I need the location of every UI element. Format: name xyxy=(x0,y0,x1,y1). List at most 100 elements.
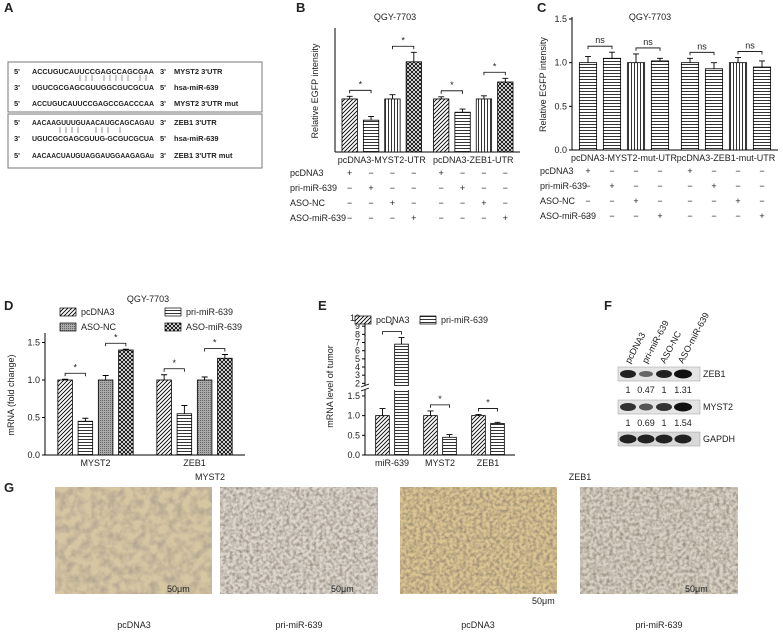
significance-bracket xyxy=(737,51,763,55)
treatment-sign: − xyxy=(687,181,692,191)
treatment-sign: − xyxy=(368,198,373,208)
band xyxy=(656,370,672,378)
treatment-sign: + xyxy=(460,183,465,193)
treatment-sign: − xyxy=(411,198,416,208)
treatment-sign: − xyxy=(503,168,508,178)
image-title: MYST2 xyxy=(195,472,225,482)
legend-swatch xyxy=(59,322,77,332)
treatment-sign: − xyxy=(481,213,486,223)
treatment-sign: − xyxy=(687,211,692,221)
treatment-sign: − xyxy=(585,181,590,191)
bar xyxy=(217,357,233,456)
image-caption: pri-miR-639 xyxy=(275,620,322,630)
error-bar xyxy=(102,375,109,380)
axis-break xyxy=(361,386,515,390)
band xyxy=(637,434,655,444)
treatment-sign: + xyxy=(633,196,638,206)
treatment-sign: − xyxy=(633,166,638,176)
legend-label: ASO-miR-639 xyxy=(186,322,242,332)
quant: 1 xyxy=(625,418,630,428)
treatment-sign: − xyxy=(347,183,352,193)
category-label: MYST2 xyxy=(425,458,455,468)
error-bar xyxy=(368,116,375,121)
significance-bracket xyxy=(382,331,402,335)
band xyxy=(620,370,636,378)
error-bar xyxy=(181,405,188,414)
treatment-sign: + xyxy=(687,166,692,176)
treatment-sign: + xyxy=(411,213,416,223)
significance-label: ns xyxy=(643,37,653,47)
legend-swatch xyxy=(59,307,77,317)
image-caption: pri-miR-639 xyxy=(635,620,682,630)
significance-bracket xyxy=(163,368,185,372)
treatment-sign: − xyxy=(503,198,508,208)
error-bar xyxy=(62,378,69,380)
row-label: MYST2 xyxy=(703,402,733,412)
significance-label: * xyxy=(172,358,176,368)
sequence-name: MYST2 3'UTR xyxy=(174,67,223,76)
significance-bracket xyxy=(440,90,463,94)
error-bar xyxy=(657,57,663,61)
treatment-sign: − xyxy=(439,213,444,223)
sequence: AACAAGUUUGUAACAUGCAGCAGAU xyxy=(32,118,154,127)
significance-bracket xyxy=(635,47,661,51)
strand-end: 5' xyxy=(160,83,166,92)
band xyxy=(674,434,692,444)
image-title: ZEB1 xyxy=(569,472,592,482)
category-label: pcDNA3-MYST2-UTR xyxy=(338,155,427,165)
quant: 1.54 xyxy=(674,418,692,428)
sequence: AACAACUAUGUAGGAUGGAAGAGAu xyxy=(32,151,154,160)
treatment-sign: − xyxy=(609,196,614,206)
legend-label: pri-miR-639 xyxy=(441,315,488,325)
treatment-sign: − xyxy=(460,168,465,178)
treatment-label: ASO-miR-639 xyxy=(290,213,346,223)
error-bar xyxy=(346,95,353,99)
panel-g: G MYST2 ZEB1 50μm 50μm 50μm 50μm pcDNA3 … xyxy=(4,472,738,630)
band xyxy=(655,434,673,444)
treatment-sign: − xyxy=(390,168,395,178)
bar xyxy=(384,98,401,153)
legend-label: pcDNA3 xyxy=(376,315,410,325)
error-bar xyxy=(446,434,453,438)
bar xyxy=(405,61,422,153)
treatment-sign: − xyxy=(481,183,486,193)
treatment-sign: − xyxy=(657,196,662,206)
bar xyxy=(156,379,172,456)
y-tick-label: 4 xyxy=(355,362,360,372)
treatment-sign: + xyxy=(481,198,486,208)
bar xyxy=(341,98,358,153)
treatment-sign: − xyxy=(759,166,764,176)
chart-title: QGY-7703 xyxy=(127,294,169,304)
sequence-name: hsa-miR-639 xyxy=(174,134,219,143)
treatment-sign: − xyxy=(347,213,352,223)
legend-swatch xyxy=(419,315,437,325)
error-bar xyxy=(711,62,717,69)
y-tick-label: 0.5 xyxy=(27,413,40,423)
strand-end: 3' xyxy=(14,134,20,143)
sequence-name: ZEB1 3'UTR xyxy=(174,118,217,127)
quant: 1.31 xyxy=(674,385,692,395)
image-caption: pcDNA3 xyxy=(117,620,151,630)
image-caption: pcDNA3 xyxy=(461,620,495,630)
significance-bracket xyxy=(689,51,715,56)
band xyxy=(639,371,653,377)
error-bar xyxy=(687,57,693,63)
treatment-sign: − xyxy=(657,181,662,191)
bar xyxy=(433,98,450,153)
error-bar xyxy=(82,417,89,422)
treatment-sign: − xyxy=(390,183,395,193)
treatment-sign: + xyxy=(711,181,716,191)
treatment-label: ASO-NC xyxy=(540,196,576,206)
strand-end: 5' xyxy=(14,67,20,76)
treatment-sign: − xyxy=(633,211,638,221)
row-label: GAPDH xyxy=(703,434,735,444)
strand-end: 3' xyxy=(160,151,166,160)
error-bar xyxy=(122,348,129,350)
quant: 1 xyxy=(661,418,666,428)
band xyxy=(674,369,692,379)
lane-label: ASO-miR-639 xyxy=(676,311,711,365)
bar xyxy=(394,343,409,456)
significance-label: * xyxy=(438,394,442,404)
significance-label: * xyxy=(390,321,394,331)
bar xyxy=(118,349,134,456)
